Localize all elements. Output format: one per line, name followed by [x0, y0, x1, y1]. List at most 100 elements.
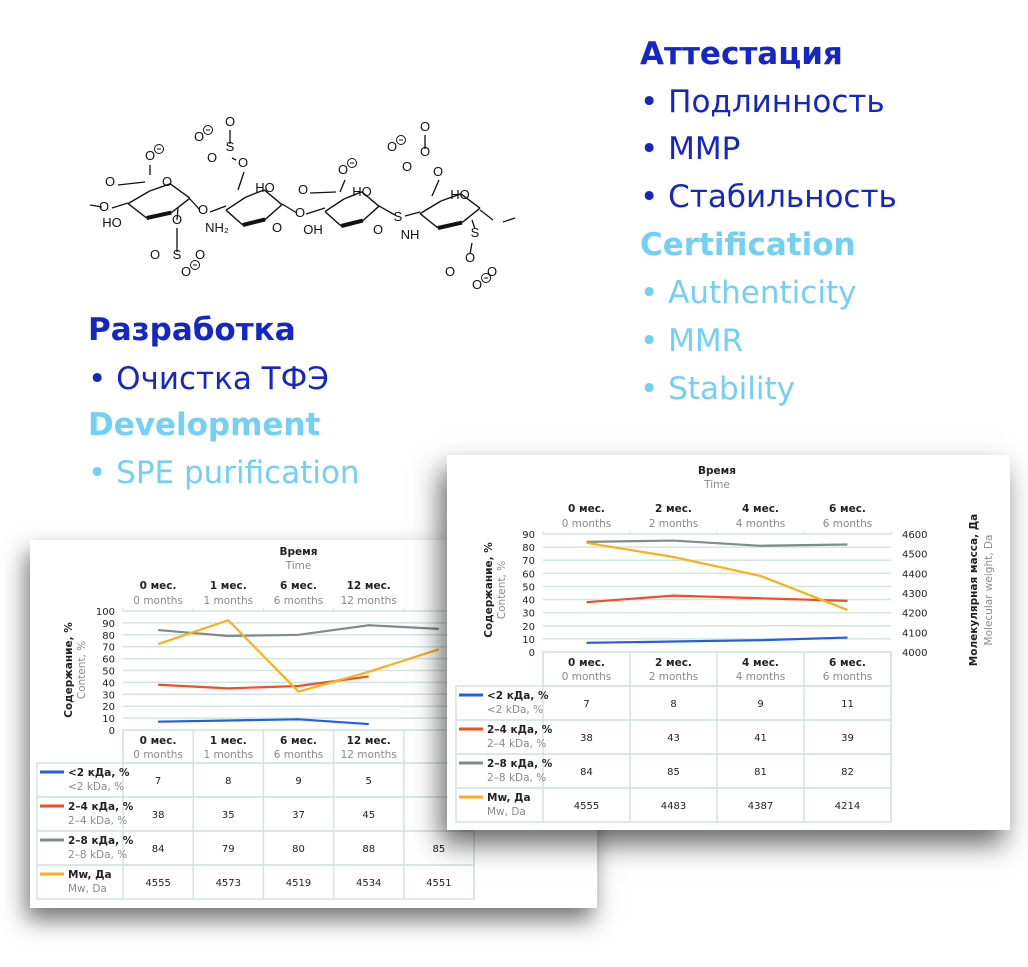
bond	[237, 171, 245, 191]
atom-label: HO	[102, 215, 122, 230]
table-column-header-en: 4 months	[736, 671, 786, 683]
y2-tick-label: 4500	[902, 550, 927, 561]
atom-label: O	[225, 114, 235, 129]
table-column-header: 6 мес.	[829, 657, 866, 669]
table-column-header: 2 мес.	[655, 657, 692, 669]
development-title-en: Development	[88, 407, 321, 443]
y-tick-label: 80	[522, 543, 535, 554]
table-cell-value: 7	[155, 776, 161, 787]
y2-tick-label: 4200	[902, 609, 927, 620]
y-axis-title-en: Content, %	[496, 561, 508, 619]
atom-label: O	[298, 182, 308, 197]
atom-label: HO	[450, 187, 470, 202]
table-column-header-en: 2 months	[649, 671, 699, 683]
atom-label: S	[394, 209, 403, 224]
y-tick-label: 30	[102, 690, 115, 701]
development-item-en: • SPE purification	[88, 455, 360, 491]
atom-label: NH₂	[205, 220, 229, 235]
bond	[378, 205, 396, 216]
atom-label: O	[373, 222, 383, 237]
atom-label: HO	[352, 184, 372, 199]
y-tick-label: 90	[102, 619, 115, 630]
atom-label: O	[195, 247, 205, 262]
y-axis-title: Содержание, %	[483, 542, 495, 638]
attestation-item-ru: • Стабильность	[640, 179, 897, 215]
table-cell-value: 4483	[661, 801, 686, 812]
y-tick-label: 0	[529, 648, 535, 659]
y-tick-label: 50	[102, 667, 115, 678]
legend-label-en: 2–8 kDa, %	[487, 772, 546, 784]
development-item-ru: • Очистка ТФЭ	[88, 361, 329, 397]
atom-label: O	[472, 277, 482, 292]
table-column-header: 0 мес.	[568, 657, 605, 669]
legend-label-en: 2–4 kDa, %	[68, 815, 127, 827]
legend-label-en: Mw, Da	[68, 883, 107, 895]
x-tick-label-top: 6 мес.	[280, 580, 317, 592]
atom-label: O	[445, 264, 455, 279]
table-column-header: 0 мес.	[140, 735, 177, 747]
atom-label: O	[99, 199, 109, 214]
atom-label: O	[420, 144, 430, 159]
x-tick-label-top-en: 2 months	[649, 518, 699, 530]
sugar-ring	[127, 183, 191, 220]
y-axis-title: Содержание, %	[63, 622, 75, 718]
table-cell-value: 9	[295, 776, 301, 787]
atom-label: O	[387, 139, 397, 154]
legend-label: 2–4 кДа, %	[68, 801, 134, 813]
table-column-header-en: 0 months	[133, 749, 183, 761]
x-tick-label-top-en: 4 months	[736, 518, 786, 530]
atom-label: O	[145, 148, 155, 163]
bond	[339, 179, 346, 193]
series-line	[157, 618, 440, 693]
y-tick-label: 60	[102, 655, 115, 666]
atom-label: S	[471, 225, 480, 240]
table-cell-value: 45	[362, 810, 375, 821]
legend-label-en: <2 kDa, %	[68, 781, 124, 793]
chart-title: Время	[280, 546, 318, 558]
table-cell-value: 11	[841, 699, 854, 710]
atom-label: NH	[401, 227, 420, 242]
legend-label-en: <2 kDa, %	[487, 704, 543, 716]
y-tick-label: 50	[522, 582, 535, 593]
table-cell-value: 4551	[426, 878, 451, 889]
table-column-header: 4 мес.	[742, 657, 779, 669]
y2-tick-label: 4400	[902, 569, 927, 580]
atom-label: O	[402, 159, 412, 174]
bond	[305, 207, 326, 215]
table-cell-value: 4214	[835, 801, 860, 812]
table-cell-value: 9	[757, 699, 763, 710]
x-tick-label-top-en: 6 months	[274, 595, 324, 607]
table-column-header: 12 мес.	[347, 735, 391, 747]
table-column-header-en: 0 months	[562, 671, 612, 683]
atom-label: O	[433, 164, 443, 179]
x-tick-label-top: 6 мес.	[829, 503, 866, 515]
y-tick-label: 30	[522, 609, 535, 620]
bond	[111, 202, 129, 209]
table-cell-value: 7	[583, 699, 589, 710]
bond	[309, 191, 337, 194]
development-title-ru: Разработка	[88, 312, 296, 348]
table-cell-value: 85	[433, 844, 446, 855]
table-cell-value: 4573	[216, 878, 241, 889]
table-cell-value: 81	[754, 767, 767, 778]
stability-chart-card-6-months: Время Time 0 мес. 0 months 2 мес. 2 months 4 м…	[447, 455, 1010, 830]
series-line	[158, 718, 369, 726]
x-tick-label-top-en: 12 months	[341, 595, 397, 607]
y-tick-label: 70	[522, 556, 535, 567]
table-cell-value: 84	[152, 844, 165, 855]
legend-label: <2 кДа, %	[487, 690, 549, 702]
line-chart-with-table: Время Time 0 мес. 0 months 1 мес. 1 months 6 м…	[36, 546, 475, 900]
attestation-title-ru: Аттестация	[640, 36, 843, 72]
table-cell-value: 79	[222, 844, 235, 855]
table-cell-value: 8	[225, 776, 231, 787]
x-tick-label-top: 4 мес.	[742, 503, 779, 515]
legend-label: <2 кДа, %	[68, 767, 130, 779]
y-tick-label: 70	[102, 643, 115, 654]
atom-label: S	[226, 139, 235, 154]
table-cell-value: 37	[292, 810, 305, 821]
bond	[479, 209, 494, 221]
series-line	[586, 594, 848, 604]
y2-tick-label: 4300	[902, 589, 927, 600]
table-column-header: 6 мес.	[280, 735, 317, 747]
atom-label: O	[150, 247, 160, 262]
